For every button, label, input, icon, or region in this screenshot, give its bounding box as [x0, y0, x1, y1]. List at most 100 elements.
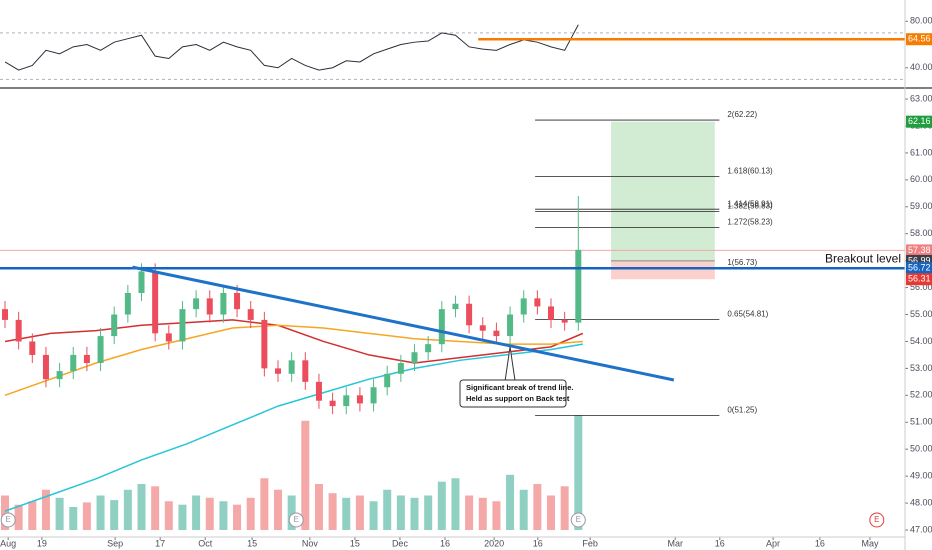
candle-body	[452, 303, 459, 310]
price-label: 56.31	[908, 274, 931, 284]
y-tick-label: 48.00	[910, 497, 932, 507]
candle-body	[466, 303, 473, 326]
y-tick-label: 40.00	[910, 62, 932, 72]
volume-bar	[55, 497, 64, 530]
y-tick-label: 54.00	[910, 336, 932, 346]
y-tick-label: 59.00	[910, 201, 932, 211]
fib-label: 1(56.73)	[727, 258, 757, 267]
candle-body	[302, 360, 309, 382]
candle-body	[193, 298, 200, 310]
earnings-label: E	[6, 515, 11, 524]
candle-body	[534, 298, 541, 307]
volume-bar	[164, 501, 173, 530]
candle-body	[247, 309, 254, 320]
candle-body	[548, 306, 555, 320]
earnings-label: E	[294, 515, 299, 524]
fib-label: 1.414(58.91)	[727, 199, 773, 208]
volume-bar	[437, 481, 446, 530]
earnings-label: E	[576, 515, 581, 524]
volume-bar	[28, 501, 37, 530]
x-tick-label: 2020	[484, 538, 504, 548]
volume-bar	[424, 495, 433, 530]
volume-bar	[151, 486, 160, 530]
candle-body	[370, 387, 377, 404]
volume-bar	[342, 497, 351, 530]
x-tick-label: Apr	[766, 538, 780, 548]
volume-bar	[533, 484, 542, 530]
price-label-box	[906, 262, 932, 275]
candle-body	[206, 298, 213, 315]
volume-bar	[246, 497, 255, 530]
y-tick-label: 63.00	[910, 93, 932, 103]
candle-body	[56, 371, 63, 380]
volume-bar	[274, 489, 283, 530]
x-tick-label: Mar	[667, 538, 683, 548]
candle-body	[15, 319, 22, 342]
volume-bar	[383, 489, 392, 530]
earnings-label: E	[874, 515, 879, 524]
volume-bar	[547, 495, 556, 530]
x-tick-label: Dec	[392, 538, 409, 548]
x-tick-label: Aug	[0, 538, 16, 548]
candle-body	[315, 381, 322, 401]
y-tick-label: 51.00	[910, 417, 932, 427]
volume-bar	[260, 478, 269, 530]
volume-bar	[205, 497, 214, 530]
earnings-marker	[288, 512, 304, 528]
x-tick-label: 16	[440, 538, 450, 548]
price-label-box	[906, 273, 932, 286]
candle-body	[220, 292, 227, 315]
volume-bar	[178, 504, 187, 530]
y-tick-label: 52.00	[910, 390, 932, 400]
breakout-label: Breakout level	[825, 251, 901, 265]
fib-label: 2(62.22)	[727, 110, 757, 119]
level-label: 64.56	[908, 34, 931, 44]
candle-body	[520, 298, 527, 315]
x-tick-label: Feb	[582, 538, 598, 548]
volume-bar	[110, 500, 119, 530]
fib-label: 1.382(58.83)	[727, 201, 773, 210]
candle-body	[261, 319, 268, 369]
candle-body	[275, 368, 282, 374]
moving-average	[4, 319, 584, 364]
volume-bar	[574, 415, 583, 530]
volume-bar	[314, 484, 323, 530]
y-tick-label: 53.00	[910, 363, 932, 373]
y-tick-label: 58.00	[910, 228, 932, 238]
candle-body	[507, 314, 514, 337]
candle-body	[83, 354, 90, 364]
candle-body	[384, 373, 391, 388]
volume-bar	[410, 497, 419, 530]
price-label-box	[906, 244, 932, 257]
candle-body	[575, 249, 582, 323]
volume-bar	[506, 474, 515, 530]
candle-body	[425, 344, 432, 353]
candle-body	[2, 309, 9, 320]
rsi-line	[4, 24, 579, 71]
volume-bar	[465, 495, 474, 530]
volume-bar	[96, 495, 105, 530]
candle-body	[97, 336, 104, 364]
y-tick-label: 80.00	[910, 16, 932, 26]
candle-body	[493, 330, 500, 337]
candle-body	[343, 395, 350, 407]
volume-bar	[355, 495, 364, 530]
volume-bar	[192, 495, 201, 530]
x-tick-label: Nov	[302, 538, 319, 548]
volume-bar	[69, 507, 78, 530]
price-label: 56.99	[908, 255, 931, 265]
candle-body	[70, 354, 77, 372]
candle-body	[111, 314, 118, 337]
y-tick-label: 55.00	[910, 309, 932, 319]
candle-body	[179, 309, 186, 342]
candle-body	[165, 333, 172, 342]
price-label: 62.16	[908, 116, 931, 126]
earnings-marker	[0, 512, 16, 528]
volume-bar	[137, 484, 146, 530]
candle-body	[42, 354, 49, 380]
candle-body	[411, 352, 418, 364]
volume-bar	[519, 489, 528, 530]
trend-line	[132, 265, 675, 382]
